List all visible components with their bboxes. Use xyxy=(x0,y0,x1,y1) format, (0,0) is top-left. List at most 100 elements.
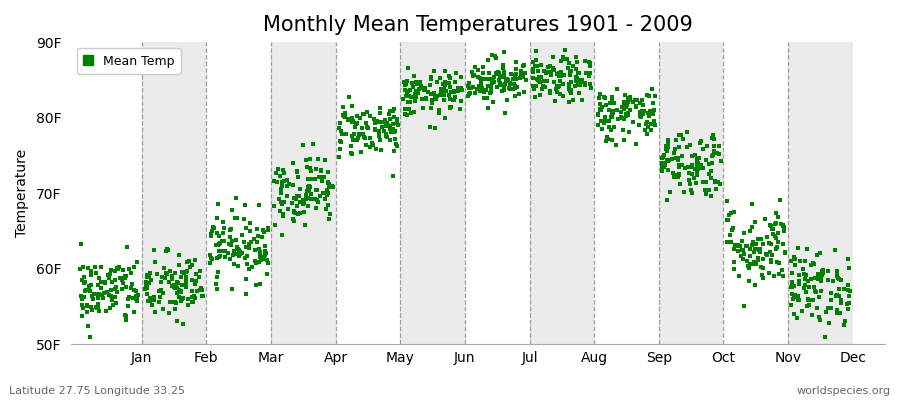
Point xyxy=(530,76,544,82)
Point xyxy=(94,264,109,270)
Point xyxy=(142,273,157,280)
Point xyxy=(605,96,619,103)
Point xyxy=(443,105,457,111)
Point xyxy=(373,118,387,125)
Point xyxy=(514,68,528,74)
Point xyxy=(157,290,171,296)
Point xyxy=(74,292,88,299)
Point xyxy=(273,207,287,214)
Point xyxy=(806,259,820,266)
Point xyxy=(346,137,360,144)
Point xyxy=(76,273,91,280)
Point xyxy=(353,115,367,121)
Point xyxy=(75,302,89,308)
Point xyxy=(574,78,589,85)
Point xyxy=(764,252,778,258)
Point xyxy=(610,86,625,93)
Point xyxy=(140,274,154,280)
Point xyxy=(274,198,288,205)
Point xyxy=(467,64,482,70)
Point xyxy=(483,76,498,82)
Point xyxy=(618,111,633,118)
Point xyxy=(699,191,714,197)
Point xyxy=(444,104,458,110)
Point xyxy=(569,54,583,60)
Point xyxy=(104,287,118,293)
Point xyxy=(333,138,347,144)
Point xyxy=(382,123,397,130)
Point xyxy=(346,150,360,157)
Point xyxy=(470,86,484,92)
Point xyxy=(92,275,106,282)
Point xyxy=(656,154,670,160)
Point xyxy=(356,134,371,140)
Point xyxy=(169,283,184,289)
Point xyxy=(81,264,95,271)
Point xyxy=(205,256,220,262)
Point xyxy=(302,184,317,190)
Point xyxy=(170,279,184,285)
Point xyxy=(386,108,400,114)
Point xyxy=(100,288,114,295)
Point xyxy=(656,160,670,166)
Point xyxy=(793,257,807,264)
Point xyxy=(593,106,608,113)
Point xyxy=(696,146,710,152)
Point xyxy=(682,177,697,183)
Point xyxy=(704,168,718,174)
Point xyxy=(609,142,624,148)
Point xyxy=(76,294,91,300)
Point xyxy=(97,290,112,296)
Point xyxy=(565,96,580,103)
Point xyxy=(735,246,750,253)
Point xyxy=(194,293,209,300)
Point xyxy=(605,112,619,118)
Point xyxy=(296,208,310,215)
Point xyxy=(119,313,133,320)
Point xyxy=(597,120,611,126)
Point xyxy=(462,80,476,86)
Point xyxy=(88,264,103,270)
Point xyxy=(537,78,552,84)
Point xyxy=(672,144,687,150)
Point xyxy=(475,64,490,70)
Point xyxy=(253,281,267,287)
Point xyxy=(661,167,675,174)
Point xyxy=(644,121,658,127)
Point xyxy=(210,255,224,262)
Point xyxy=(670,155,685,161)
Point xyxy=(642,112,656,118)
Point xyxy=(400,92,414,99)
Point xyxy=(489,71,503,77)
Point xyxy=(112,264,126,270)
Point xyxy=(290,193,304,199)
Point xyxy=(771,260,786,266)
Point xyxy=(466,72,481,79)
Point xyxy=(124,285,139,291)
Point xyxy=(368,145,382,152)
Point xyxy=(204,254,219,261)
Point xyxy=(74,240,88,247)
Point xyxy=(423,124,437,130)
Point xyxy=(837,322,851,328)
Point xyxy=(551,84,565,90)
Point xyxy=(806,261,821,267)
Point xyxy=(842,288,857,294)
Point xyxy=(364,113,378,119)
Point xyxy=(701,170,716,177)
Point xyxy=(680,144,695,150)
Point xyxy=(526,83,540,89)
Point xyxy=(120,244,134,250)
Point xyxy=(644,127,658,133)
Point xyxy=(487,79,501,85)
Point xyxy=(492,79,507,86)
Point xyxy=(536,68,551,74)
Point xyxy=(814,317,828,323)
Point xyxy=(188,257,202,263)
Point xyxy=(621,112,635,118)
Point xyxy=(402,99,417,105)
Point xyxy=(379,123,393,129)
Point xyxy=(626,99,640,106)
Point xyxy=(689,158,704,165)
Point xyxy=(347,131,362,137)
